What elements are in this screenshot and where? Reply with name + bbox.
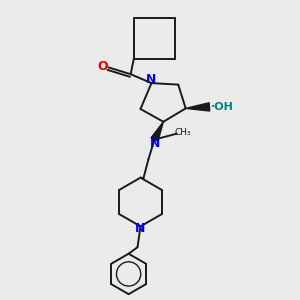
Text: N: N bbox=[150, 137, 160, 150]
Polygon shape bbox=[151, 122, 164, 141]
Text: ·OH: ·OH bbox=[211, 102, 234, 112]
Text: O: O bbox=[98, 60, 108, 73]
Polygon shape bbox=[186, 103, 210, 111]
Text: N: N bbox=[146, 73, 157, 86]
Text: N: N bbox=[135, 222, 146, 235]
Text: CH₃: CH₃ bbox=[174, 128, 191, 137]
